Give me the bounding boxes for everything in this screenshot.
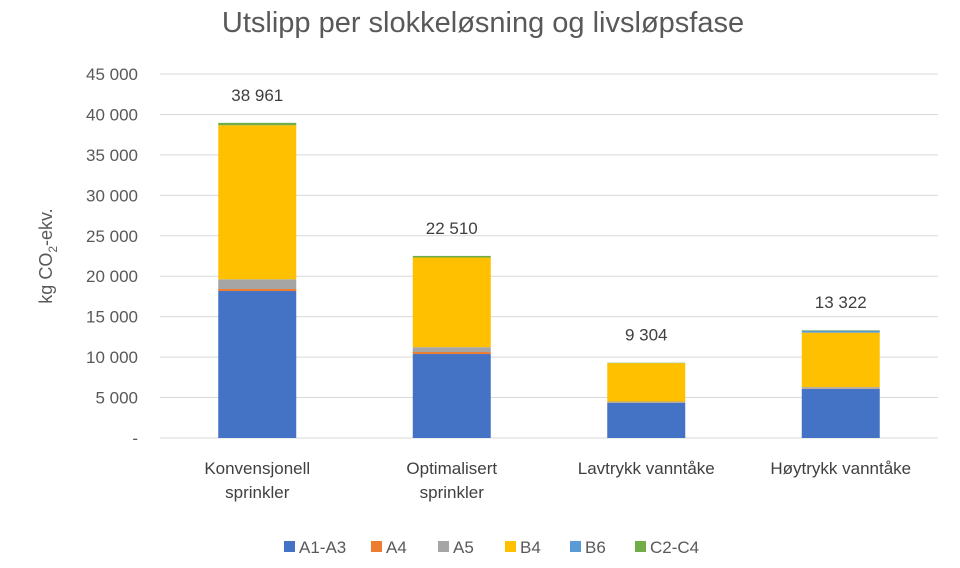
x-category-label: sprinkler — [420, 483, 485, 502]
y-tick-label: 40 000 — [86, 105, 138, 124]
legend-item-a4: A4 — [371, 538, 407, 557]
y-tick-label: 45 000 — [86, 65, 138, 84]
legend-label: B6 — [585, 538, 606, 557]
y-axis-ticks: - 5 000 10 000 15 000 20 000 25 000 30 000 35 0… — [86, 65, 138, 448]
x-category-label: Optimalisert — [406, 459, 497, 478]
legend-label: A5 — [453, 538, 474, 557]
legend-label: C2-C4 — [650, 538, 699, 557]
legend-item-b4: B4 — [505, 538, 541, 557]
legend-label: B4 — [520, 538, 541, 557]
bar-segment-c2-c4 — [218, 122, 297, 126]
bar-segment-a1-a3 — [412, 354, 491, 438]
bar-segment-a1-a3 — [218, 291, 297, 438]
legend-item-b6: B6 — [570, 538, 606, 557]
y-axis-label-subscript: 2 — [46, 246, 60, 253]
total-data-label: 13 322 — [815, 293, 867, 312]
legend: A1-A3 A4 A5 B4 B6 C2-C4 — [284, 538, 699, 557]
bar-segment-c2-c4 — [412, 255, 491, 258]
bar-segment-a5 — [412, 347, 491, 353]
y-tick-label: 5 000 — [95, 389, 138, 408]
chart-title: Utslipp per slokkeløsning og livsløpsfas… — [222, 7, 744, 39]
bar-segment-b6 — [801, 330, 880, 333]
x-category-label: Lavtrykk vanntåke — [578, 459, 715, 478]
x-category-label: sprinkler — [225, 483, 290, 502]
bar-segment-a1-a3 — [607, 402, 686, 438]
x-category-label: Konvensjonell — [204, 459, 310, 478]
total-data-label: 22 510 — [426, 219, 478, 238]
legend-label: A4 — [386, 538, 407, 557]
y-tick-label: 25 000 — [86, 227, 138, 246]
legend-swatch — [284, 541, 295, 552]
legend-swatch — [570, 541, 581, 552]
legend-swatch — [371, 541, 382, 552]
bar-segment-b4 — [218, 125, 297, 280]
legend-item-a5: A5 — [438, 538, 474, 557]
y-axis-label-suffix: -ekv. — [36, 208, 56, 246]
total-labels: 38 961 22 510 9 304 13 322 — [231, 86, 867, 345]
bar-segment-a5 — [218, 279, 297, 290]
total-data-label: 9 304 — [625, 326, 668, 345]
x-category-label: Høytrykk vanntåke — [770, 459, 911, 478]
bar-segment-b4 — [412, 257, 491, 348]
legend-item-c2-c4: C2-C4 — [635, 538, 699, 557]
legend-item-a1-a3: A1-A3 — [284, 538, 346, 557]
legend-label: A1-A3 — [299, 538, 346, 557]
bar-segment-a4 — [218, 289, 297, 292]
legend-swatch — [438, 541, 449, 552]
bar-segment-b4 — [607, 363, 686, 402]
bar-segment-a5 — [801, 387, 880, 389]
y-axis-label-main: kg CO — [36, 253, 56, 304]
total-data-label: 38 961 — [231, 86, 283, 105]
y-tick-label: 30 000 — [86, 186, 138, 205]
y-tick-label: 15 000 — [86, 308, 138, 327]
y-tick-label: 10 000 — [86, 348, 138, 367]
bar-segment-b4 — [801, 332, 880, 388]
bar-segment-a1-a3 — [801, 388, 880, 438]
bar-segment-a5 — [607, 401, 686, 403]
bars — [218, 122, 880, 438]
bar-segment-a4 — [412, 352, 491, 355]
x-axis-labels: Konvensjonell sprinkler Optimalisert sprink… — [204, 459, 911, 502]
y-tick-label: 20 000 — [86, 267, 138, 286]
y-axis-label: kg CO2-ekv. — [36, 208, 60, 303]
y-tick-label: 35 000 — [86, 146, 138, 165]
y-tick-label: - — [132, 429, 138, 448]
legend-swatch — [635, 541, 646, 552]
legend-swatch — [505, 541, 516, 552]
